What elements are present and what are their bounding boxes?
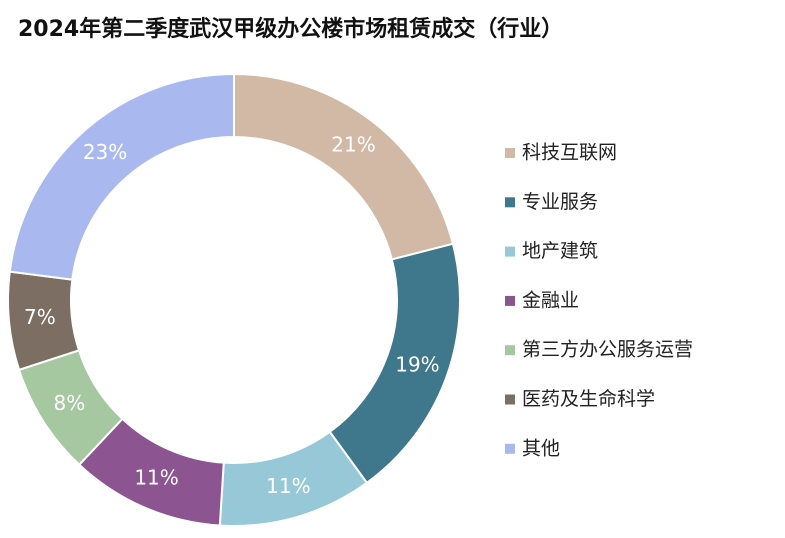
legend-label: 金融业 bbox=[522, 289, 579, 311]
legend-swatch bbox=[505, 295, 515, 306]
legend-swatch bbox=[505, 394, 515, 405]
legend-swatch bbox=[505, 246, 515, 257]
data-label: 7% bbox=[24, 305, 56, 329]
data-label: 8% bbox=[53, 391, 85, 415]
legend-label: 医药及生命科学 bbox=[522, 388, 655, 410]
legend-label: 其他 bbox=[522, 437, 560, 459]
data-label: 11% bbox=[266, 474, 310, 498]
data-label: 23% bbox=[83, 140, 127, 164]
legend-swatch bbox=[505, 148, 515, 158]
chart-title: 2024年第二季度武汉甲级办公楼市场租赁成交（行业） bbox=[18, 16, 563, 42]
legend-label: 地产建筑 bbox=[522, 240, 598, 262]
legend-label: 专业服务 bbox=[522, 191, 598, 213]
legend-label: 第三方办公服务运营 bbox=[522, 339, 693, 361]
data-label: 19% bbox=[395, 353, 439, 377]
legend-swatch bbox=[505, 345, 515, 356]
legend-swatch bbox=[505, 197, 515, 208]
legend-label: 科技互联网 bbox=[522, 142, 617, 164]
legend-swatch bbox=[505, 443, 515, 454]
data-label: 11% bbox=[134, 465, 178, 489]
donut-segment bbox=[8, 72, 235, 281]
data-label: 21% bbox=[331, 132, 375, 156]
donut-segment bbox=[233, 72, 455, 261]
